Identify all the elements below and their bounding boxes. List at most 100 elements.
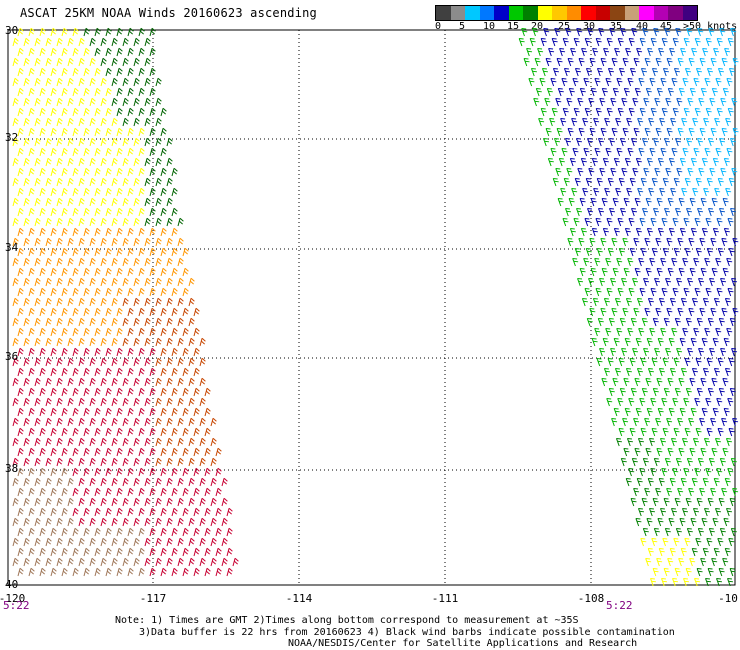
wind-barb: [650, 107, 657, 117]
wind-barb: [23, 457, 30, 467]
wind-barb: [45, 57, 52, 67]
wind-barb: [166, 257, 173, 267]
wind-barb: [701, 407, 708, 417]
wind-barb: [72, 27, 79, 37]
wind-barb: [34, 117, 41, 127]
wind-barb: [50, 387, 57, 397]
wind-barb: [574, 177, 581, 187]
wind-barb: [61, 347, 68, 357]
wind-barb: [713, 297, 720, 307]
wind-barb: [670, 117, 677, 127]
wind-barb: [105, 447, 112, 457]
wind-barb: [50, 327, 57, 337]
wind-barb: [715, 77, 722, 87]
wind-barb: [680, 297, 687, 307]
wind-barb: [199, 377, 206, 387]
wind-barb: [12, 217, 19, 227]
wind-barb: [28, 67, 35, 77]
wind-barb: [594, 77, 601, 87]
wind-barb: [613, 337, 620, 347]
wind-barb: [67, 377, 74, 387]
wind-barb: [663, 497, 670, 507]
wind-barb: [78, 317, 85, 327]
wind-barb: [17, 347, 24, 357]
wind-barb: [23, 337, 30, 347]
wind-barb: [617, 107, 624, 117]
wind-barb: [138, 207, 145, 217]
wind-barb: [39, 287, 46, 297]
wind-barb: [116, 507, 123, 517]
wind-barb: [61, 147, 68, 157]
wind-barb: [155, 477, 162, 487]
wind-barb: [94, 407, 101, 417]
wind-barb: [23, 197, 30, 207]
wind-barb: [133, 537, 140, 547]
wind-barb: [658, 367, 665, 377]
wind-barb: [703, 437, 710, 447]
wind-barb: [720, 167, 727, 177]
wind-barb: [45, 357, 52, 367]
wind-barb: [127, 367, 134, 377]
wind-barb: [598, 137, 605, 147]
wind-barb: [654, 167, 661, 177]
wind-barb: [611, 307, 618, 317]
wind-barb: [12, 57, 19, 67]
wind-barb: [72, 167, 79, 177]
wind-barb: [661, 577, 668, 587]
wind-barb: [651, 67, 658, 77]
wind-barb: [105, 147, 112, 157]
wind-barb: [188, 317, 195, 327]
wind-barb: [710, 417, 717, 427]
wind-barb: [34, 197, 41, 207]
wind-barb: [166, 137, 173, 147]
wind-barb: [155, 437, 162, 447]
wind-barb: [530, 67, 537, 77]
wind-barb: [600, 57, 607, 67]
wind-barb: [697, 527, 704, 537]
wind-barb: [122, 537, 129, 547]
wind-barb: [111, 437, 118, 447]
wind-barb: [683, 287, 690, 297]
wind-barb: [675, 27, 682, 37]
wind-barb: [144, 237, 151, 247]
wind-barb: [691, 47, 698, 57]
wind-barb: [50, 187, 57, 197]
wind-barb: [45, 117, 52, 127]
wind-barb: [133, 77, 140, 87]
wind-barb: [552, 67, 559, 77]
wind-barb: [23, 277, 30, 287]
wind-barb: [155, 77, 162, 87]
wind-barb: [56, 477, 63, 487]
wind-barb: [39, 547, 46, 557]
wind-barb: [78, 277, 85, 287]
wind-barb: [625, 477, 632, 487]
wind-barb: [72, 547, 79, 557]
wind-barb: [518, 37, 525, 47]
wind-barb: [56, 117, 63, 127]
wind-barb: [704, 507, 711, 517]
wind-barb: [50, 407, 57, 417]
wind-barb: [56, 317, 63, 327]
wind-barb: [221, 557, 228, 567]
wind-barb: [100, 217, 107, 227]
wind-barb: [61, 107, 68, 117]
wind-barb: [617, 397, 624, 407]
wind-barb: [133, 317, 140, 327]
wind-barb: [611, 417, 618, 427]
wind-barb: [695, 357, 702, 367]
wind-barb: [100, 317, 107, 327]
wind-barb: [603, 47, 610, 57]
wind-barb: [662, 247, 669, 257]
wind-barb: [78, 97, 85, 107]
wind-barb: [658, 297, 665, 307]
wind-barb: [616, 327, 623, 337]
wind-barb: [105, 307, 112, 317]
wind-barb: [12, 517, 19, 527]
wind-barb: [144, 57, 151, 67]
colorbar-labels: 0 5 10 15 20 25 30 35 40 45 >50 knots: [430, 21, 740, 35]
wind-barb: [624, 227, 631, 237]
wind-barb: [188, 497, 195, 507]
wind-barb: [621, 167, 628, 177]
wind-barb: [720, 97, 727, 107]
